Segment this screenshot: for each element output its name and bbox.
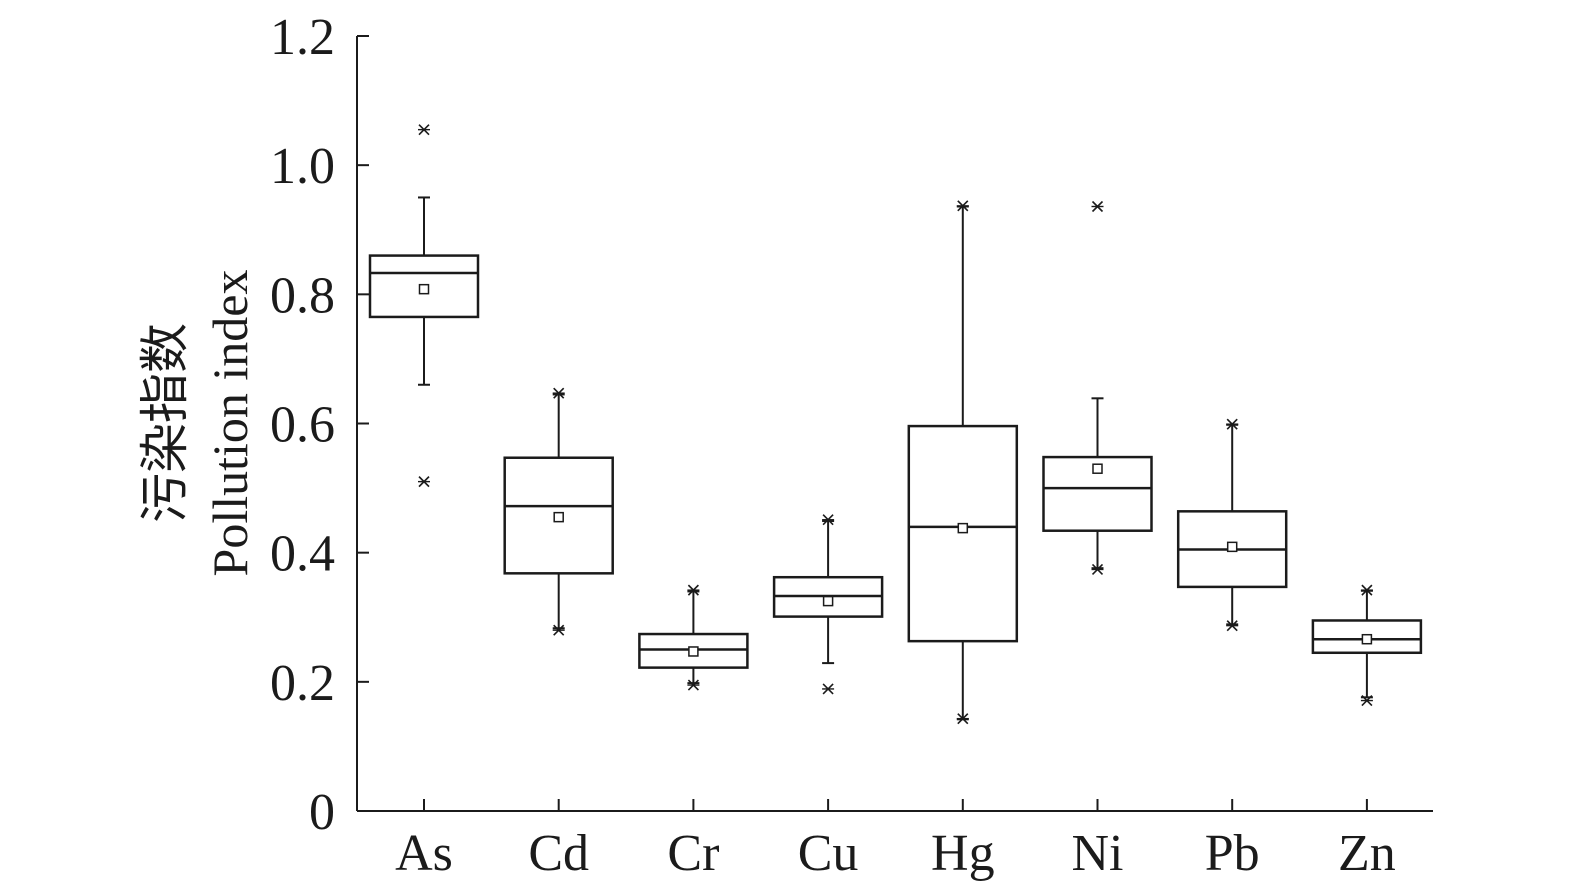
box-cr [638,584,749,691]
max-marker [552,387,565,399]
mean-marker [1226,541,1238,553]
mean-marker [957,522,969,534]
y-tick-label: 1.2 [270,9,335,66]
min-marker [687,679,700,691]
min-marker [956,713,969,725]
y-tick-label: 1.0 [270,138,335,195]
min-marker [552,624,565,636]
max-marker [418,124,430,136]
min-marker [418,476,430,488]
max-marker [1091,200,1104,213]
mean-marker [418,283,430,295]
box-cu [772,514,884,695]
x-tick-label: Cu [798,825,859,882]
box-rect [907,424,1019,643]
y-tick-label: 0.8 [270,267,335,324]
y-tick-label: 0.4 [270,526,335,583]
box-ni [1042,200,1153,576]
box-cd [503,387,614,636]
y-axis-label-zh: 污染指数 [137,323,193,523]
mean-marker [1092,463,1103,474]
min-marker [1091,563,1104,576]
y-axis-label-en: Pollution index [202,270,258,577]
x-tick-label: Hg [931,825,995,882]
min-marker [1226,620,1239,632]
mean-marker [553,511,564,523]
x-tick-label: Ni [1072,825,1124,882]
max-marker [822,514,835,526]
box-rect [1042,455,1153,532]
labels-layer: Pollution index 污染指数 [137,270,258,577]
x-tick-label: Cd [528,825,589,882]
mean-marker [822,595,834,607]
axes-layer: 0 0.2 0.4 0.6 0.8 1.0 1.2 As Cd Cr Cu Hg Ni Pb Zn [270,9,1433,882]
y-tick-label: 0.6 [270,397,335,454]
max-marker [1360,584,1373,596]
min-marker [822,683,835,695]
x-tick-label: As [395,825,453,882]
box-zn [1311,584,1423,707]
max-marker [687,584,700,596]
boxes-layer [368,124,1423,725]
max-marker [1226,418,1239,430]
box-hg [907,200,1019,725]
min-marker [1360,694,1373,707]
x-tick-label: Pb [1205,825,1260,882]
y-tick-label: 0.2 [270,655,335,712]
mean-marker [1361,633,1373,645]
x-tick-label: Zn [1338,825,1396,882]
box-pb [1176,418,1288,632]
box-as [368,124,480,488]
max-marker [956,200,969,212]
x-tick-label: Cr [667,825,719,882]
y-tick-label: 0 [309,784,335,841]
mean-marker [688,646,699,657]
